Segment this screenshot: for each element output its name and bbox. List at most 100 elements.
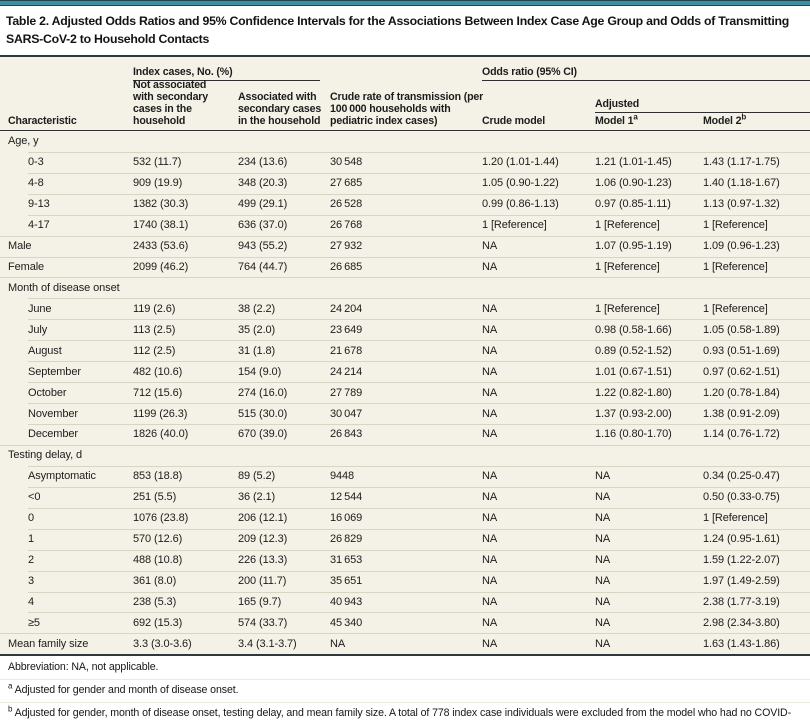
table-row: June 119 (2.6) 38 (2.2) 24 204 NA 1 [Referenc… [0, 298, 810, 319]
table-title-line-1: Table 2. Adjusted Odds Ratios and 95% Co… [6, 14, 790, 28]
row-label-cell: 3 [28, 575, 35, 588]
value-cell: 1 [Reference] [703, 260, 768, 273]
row-separator [0, 256, 810, 258]
value-cell: NA [595, 491, 611, 504]
value-cell: NA [482, 512, 498, 525]
column-header-model-2: Model 2b [703, 113, 746, 127]
footnote-text: a Adjusted for gender and month of disea… [8, 681, 239, 697]
row-label-cell: 2 [28, 554, 35, 567]
value-cell: 692 (15.3) [133, 616, 183, 629]
column-header-model-1: Model 1a [595, 113, 638, 127]
value-cell: 206 (12.1) [238, 512, 288, 525]
row-label-cell: Month of disease onset [8, 281, 120, 294]
value-cell: 27 789 [330, 386, 363, 399]
row-separator [0, 277, 810, 279]
row-separator [28, 172, 810, 174]
value-cell: 26 685 [330, 260, 363, 273]
value-cell: 31 (1.8) [238, 344, 276, 357]
value-cell: NA [595, 533, 611, 546]
row-separator [28, 382, 810, 384]
column-header-characteristic: Characteristic [8, 114, 77, 127]
row-label-cell: June [28, 302, 52, 315]
value-cell: NA [482, 302, 498, 315]
value-cell: 764 (44.7) [238, 260, 288, 273]
value-cell: 482 (10.6) [133, 365, 183, 378]
row-separator [28, 465, 810, 467]
value-cell: 24 214 [330, 365, 363, 378]
row-separator [28, 361, 810, 363]
value-cell: NA [482, 323, 498, 336]
table-row: July 113 (2.5) 35 (2.0) 23 649 NA 0.98 (0.58-… [0, 319, 810, 340]
value-cell: 3.3 (3.0-3.6) [133, 637, 192, 650]
value-cell: 234 (13.6) [238, 156, 288, 169]
value-cell: 12 544 [330, 491, 363, 504]
value-cell: 0.98 (0.58-1.66) [595, 323, 672, 336]
table-row: 4-17 1740 (38.1) 636 (37.0) 26 768 1 [Refere… [0, 214, 810, 236]
table-area: Characteristic Index cases, No. (%) Odds… [0, 56, 810, 655]
footnote: Abbreviation: NA, not applicable. [0, 657, 810, 679]
value-cell: 16 069 [330, 512, 363, 525]
table-row: October 712 (15.6) 274 (16.0) 27 789 NA 1.22 … [0, 382, 810, 403]
value-cell: 209 (12.3) [238, 533, 288, 546]
table-row: 9-13 1382 (30.3) 499 (29.1) 26 528 0.99 (0.8… [0, 193, 810, 215]
value-cell: 1.05 (0.90-1.22) [482, 177, 559, 190]
value-cell: 361 (8.0) [133, 575, 177, 588]
value-cell: 154 (9.0) [238, 365, 282, 378]
table-row: Male 2433 (53.6) 943 (55.2) 27 932 NA 1.07 (0… [0, 235, 810, 257]
value-cell: 1.40 (1.18-1.67) [703, 177, 780, 190]
column-header-crude-rate: Crude rate of transmission (per 100 000 … [330, 90, 484, 127]
value-cell: 1 [Reference] [703, 302, 768, 315]
row-separator [28, 403, 810, 405]
value-cell: 31 653 [330, 554, 363, 567]
footnote-list: Abbreviation: NA, not applicable. a Adjus… [0, 657, 810, 722]
table-row: August 112 (2.5) 31 (1.8) 21 678 NA 0.89 (0.5… [0, 340, 810, 361]
value-cell: NA [482, 470, 498, 483]
row-separator [0, 444, 810, 446]
value-cell: 853 (18.8) [133, 470, 183, 483]
value-cell: 1199 (26.3) [133, 407, 188, 420]
value-cell: NA [595, 637, 611, 650]
value-cell: NA [482, 575, 498, 588]
value-cell: 1 [Reference] [703, 219, 768, 232]
footnote: a Adjusted for gender and month of disea… [0, 679, 810, 702]
value-cell: 274 (16.0) [238, 386, 288, 399]
footnote-marker: b [8, 704, 13, 714]
column-header-not-associated: Not associated with secondary cases in t… [133, 78, 209, 127]
footnote: b Adjusted for gender, month of disease … [0, 701, 810, 722]
value-cell: 89 (5.2) [238, 470, 276, 483]
table-footnotes: Abbreviation: NA, not applicable. a Adjus… [0, 656, 810, 722]
value-cell: 9448 [330, 470, 355, 483]
value-cell: 1740 (38.1) [133, 219, 189, 232]
value-cell: 1826 (40.0) [133, 428, 189, 441]
table-row: ≥5 692 (15.3) 574 (33.7) 45 340 NA NA 2.98 (2.… [0, 612, 810, 633]
value-cell: 0.97 (0.85-1.11) [595, 198, 671, 211]
row-label-cell: September [28, 365, 81, 378]
row-label-cell: November [28, 407, 78, 420]
row-label-cell: December [28, 428, 78, 441]
value-cell: 1.21 (1.01-1.45) [595, 156, 672, 169]
row-label-cell: Mean family size [8, 637, 89, 650]
value-cell: 1.07 (0.95-1.19) [595, 240, 672, 253]
row-label-cell: Age, y [8, 135, 39, 148]
table-row: December 1826 (40.0) 670 (39.0) 26 843 NA 1.1… [0, 424, 810, 445]
row-label-cell: July [28, 323, 48, 336]
value-cell: 119 (2.6) [133, 302, 176, 315]
row-separator [28, 570, 810, 572]
value-cell: NA [482, 365, 498, 378]
row-label-cell: Female [8, 260, 45, 273]
value-cell: 0.99 (0.86-1.13) [482, 198, 559, 211]
value-cell: NA [482, 616, 498, 629]
row-label-cell: Male [8, 240, 32, 253]
value-cell: 27 685 [330, 177, 363, 190]
value-cell: 1076 (23.8) [133, 512, 189, 525]
value-cell: 165 (9.7) [238, 595, 282, 608]
value-cell: NA [595, 470, 611, 483]
value-cell: 570 (12.6) [133, 533, 183, 546]
value-cell: 0.97 (0.62-1.51) [703, 365, 780, 378]
table-row: Asymptomatic 853 (18.8) 89 (5.2) 9448 NA NA 0.… [0, 465, 810, 487]
value-cell: 1.24 (0.95-1.61) [703, 533, 780, 546]
value-cell: NA [482, 595, 498, 608]
value-cell: 30 047 [330, 407, 363, 420]
footnote-marker: a [8, 681, 13, 691]
value-cell: 712 (15.6) [133, 386, 183, 399]
